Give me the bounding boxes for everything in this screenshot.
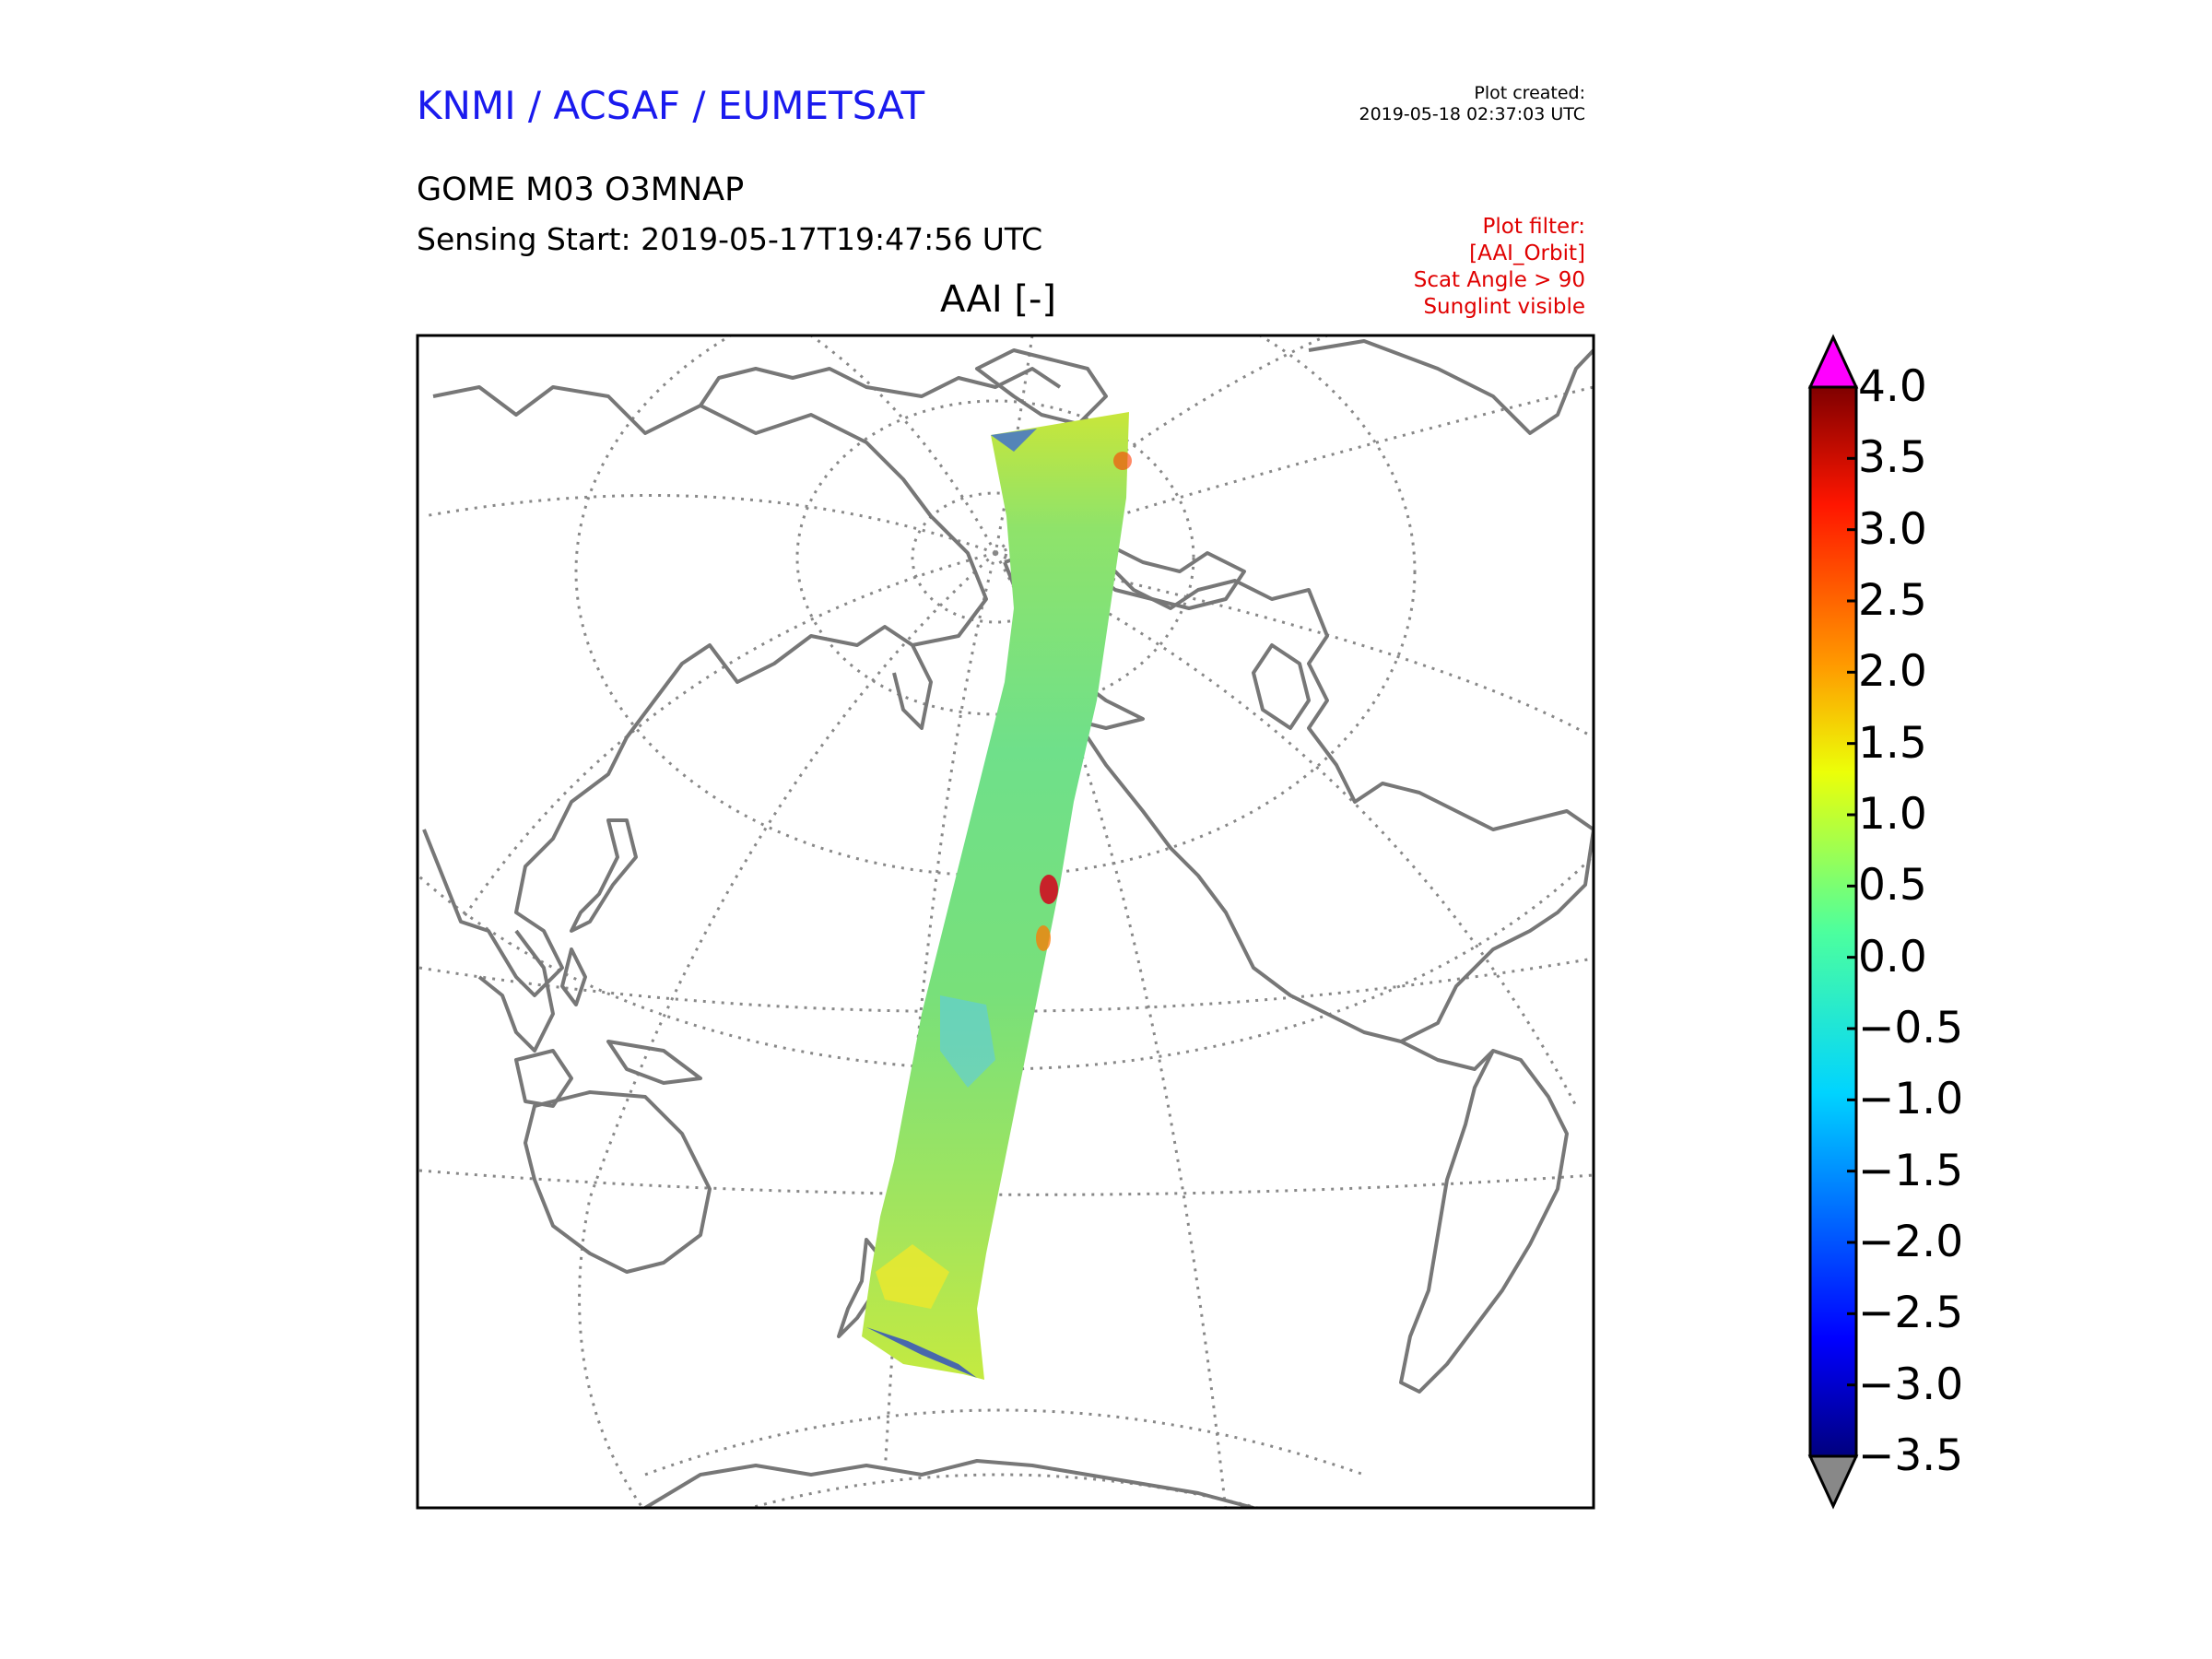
sensing-start: Sensing Start: 2019-05-17T19:47:56 UTC	[417, 221, 1043, 257]
colorbar-tick-label: 4.0	[1858, 361, 1927, 412]
colorbar-gradient	[1810, 387, 1856, 1456]
product-title: GOME M03 O3MNAP	[417, 171, 745, 208]
map-frame	[416, 334, 1595, 1510]
agency-title: KNMI / ACSAF / EUMETSAT	[417, 83, 925, 128]
colorbar-tick-label: 3.5	[1858, 432, 1927, 484]
meridian-60e	[810, 335, 997, 554]
plot-created-value: 2019-05-18 02:37:03 UTC	[1359, 104, 1586, 124]
colorbar-tick-label: 0.0	[1858, 931, 1927, 982]
aai-hotspot-red	[1040, 875, 1058, 904]
coast-arctic-islands	[1067, 542, 1246, 610]
colorbar-tick-label: 1.5	[1858, 717, 1927, 769]
colorbar-tick-label: −2.5	[1858, 1288, 1964, 1339]
meridian-120e	[459, 551, 996, 923]
coast-central-america	[1400, 1040, 1495, 1071]
coast-greenland	[1308, 339, 1594, 435]
aai-swath-south-edge	[866, 1327, 977, 1378]
colorbar-outline	[1808, 385, 1858, 1458]
plot-filter-label: Plot filter:	[1482, 215, 1585, 239]
colorbar-tick-label: −1.5	[1858, 1145, 1964, 1196]
plot-created-label: Plot created:	[1474, 83, 1585, 103]
colorbar-tick-label: 0.5	[1858, 860, 1927, 912]
colorbar-over-arrow	[1807, 334, 1859, 389]
aai-swath-blue-edge	[991, 429, 1037, 452]
coastlines	[422, 339, 1594, 1508]
latitude-circle-70	[795, 399, 1195, 716]
meridian-150e	[578, 551, 996, 1508]
colorbar-under-arrow	[1807, 1454, 1859, 1510]
plot-filter-line-3: Sunglint visible	[1423, 295, 1585, 319]
coast-north-america	[1004, 551, 1594, 1043]
plot-filter-line-2: Scat Angle > 90	[1413, 268, 1585, 292]
coast-scandinavia	[975, 348, 1108, 426]
coast-philippines	[560, 947, 587, 1006]
colorbar-tick-label: 2.0	[1858, 646, 1927, 698]
colorbar-tick-label: 2.5	[1858, 575, 1927, 626]
coast-kamchatka	[892, 644, 933, 730]
latitude-line-equator	[418, 1169, 1594, 1196]
coast-japan	[570, 818, 638, 933]
colorbar-tick-label: −1.0	[1858, 1074, 1964, 1125]
aai-swath	[862, 412, 1132, 1380]
coast-antarctica	[643, 1459, 1254, 1508]
aai-hotspot-orange	[1036, 925, 1051, 951]
colorbar-tick-label: 1.0	[1858, 789, 1927, 840]
plot-filter-line-1: [AAI_Orbit]	[1469, 241, 1585, 265]
aai-swath-band	[862, 412, 1129, 1380]
coast-hudson-bay	[1252, 643, 1311, 730]
coast-south-america	[1399, 1049, 1569, 1394]
meridian-90e	[423, 494, 996, 555]
coast-southeast-asia	[477, 929, 555, 1053]
colorbar-ticks	[1847, 385, 1856, 1458]
colorbar	[1807, 334, 1859, 1510]
coast-russia-north	[699, 367, 1062, 407]
aai-hotspot-north	[1113, 452, 1132, 470]
coast-borneo	[514, 1049, 573, 1108]
colorbar-tick-label: 3.0	[1858, 503, 1927, 555]
coast-asia	[422, 385, 988, 997]
colorbar-tick-label: −0.5	[1858, 1003, 1964, 1053]
coast-new-guinea	[606, 1040, 702, 1085]
coast-australia	[524, 1090, 712, 1274]
colorbar-tick-label: −3.0	[1858, 1359, 1964, 1410]
colorbar-tick-label: −2.0	[1858, 1217, 1964, 1267]
aai-swath-south-yellow	[876, 1244, 949, 1309]
colorbar-tick-label: −3.5	[1858, 1430, 1964, 1481]
map-title: AAI [-]	[940, 278, 1056, 321]
aai-swath-blue-patch	[940, 995, 995, 1088]
